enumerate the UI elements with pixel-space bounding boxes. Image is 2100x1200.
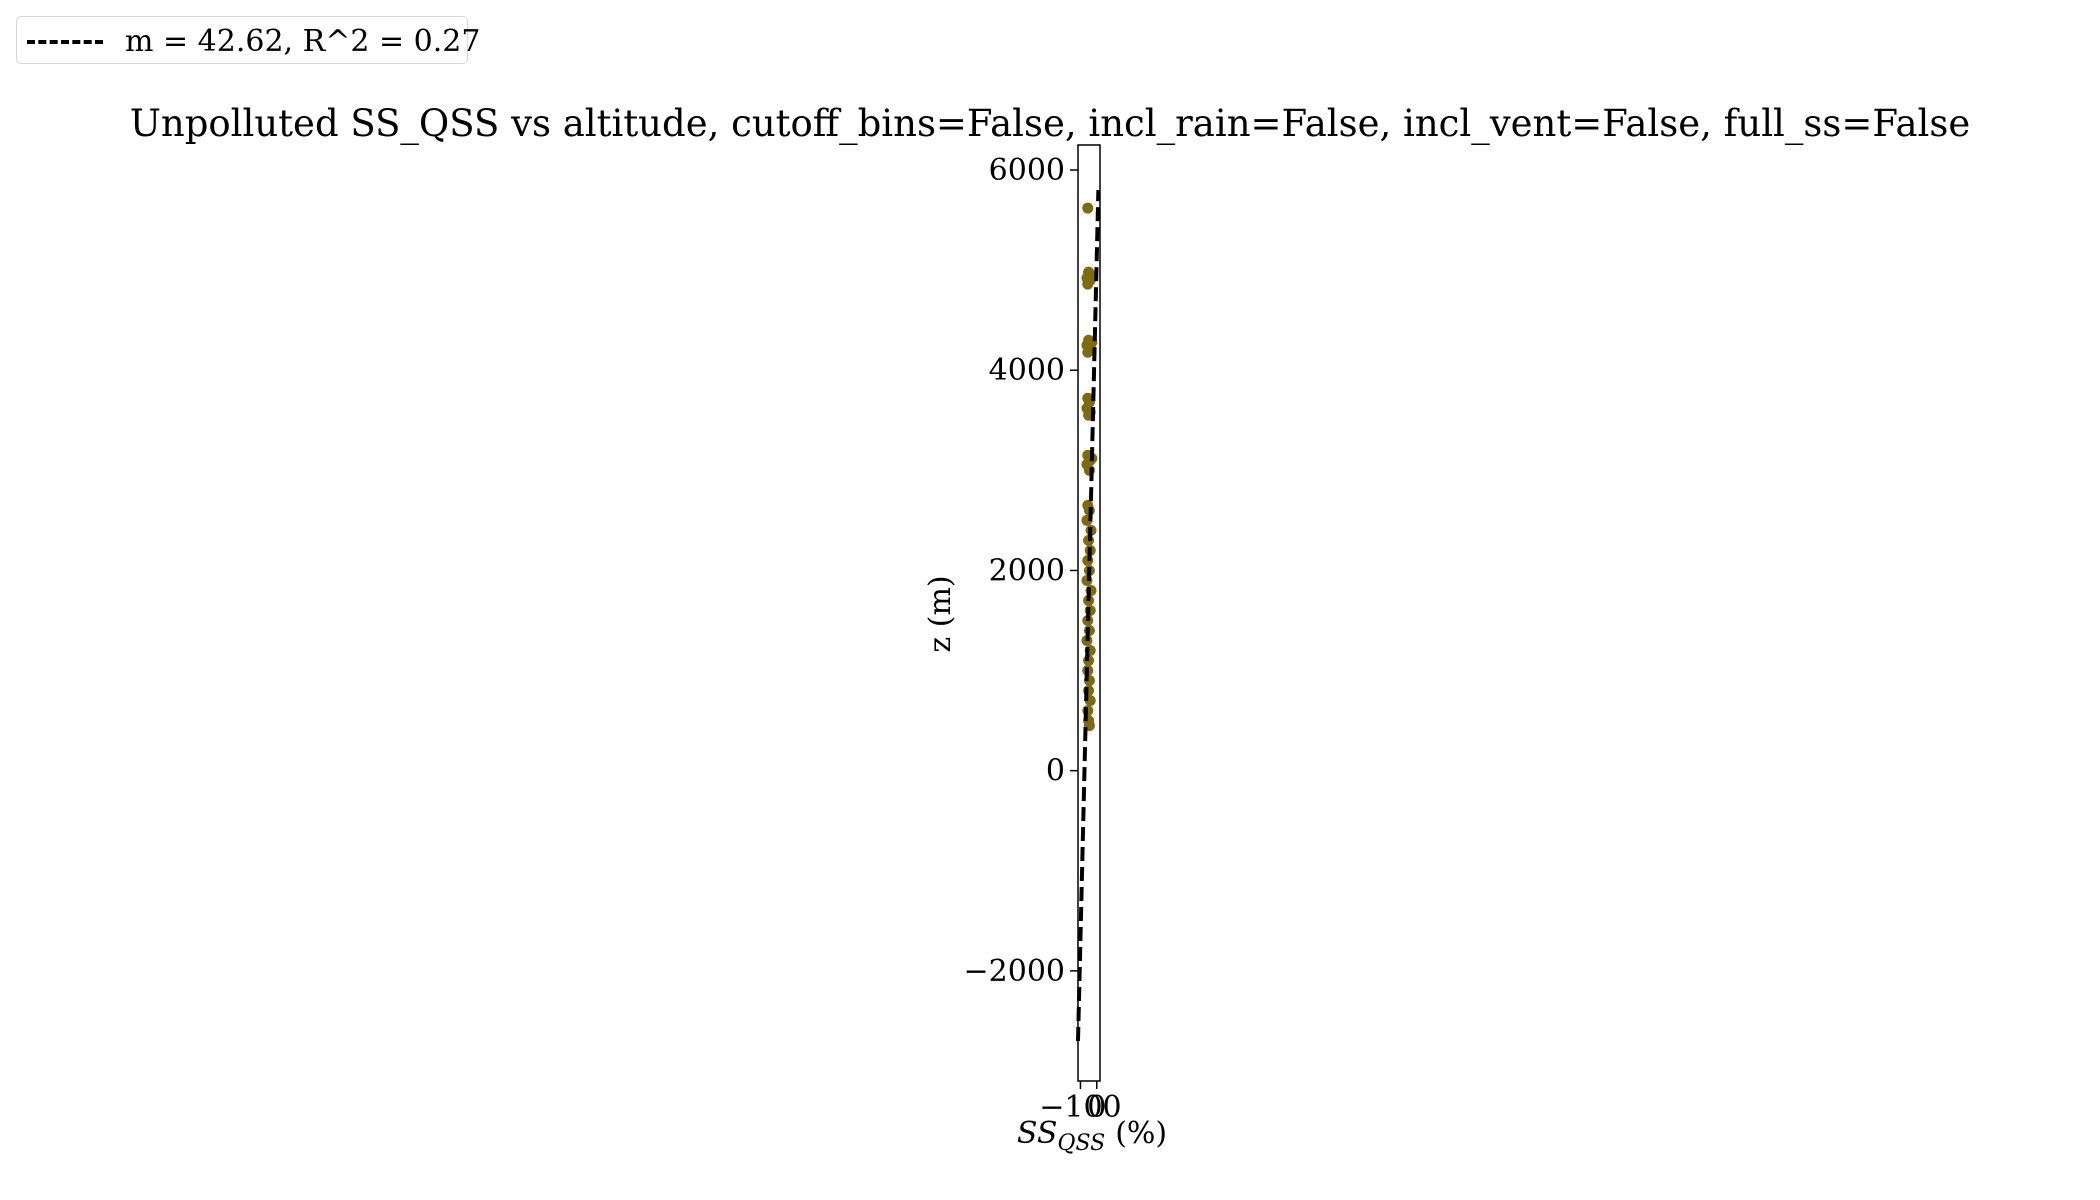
y-tick-label: −2000 — [964, 954, 1065, 989]
scatter-point-5 — [1085, 269, 1097, 281]
x-axis-label-unit: (%) — [1115, 1116, 1167, 1151]
plot-frame — [1077, 144, 1101, 1082]
x-tick-label: −100 — [1039, 1090, 1121, 1125]
legend-label: m = 42.62, R^2 = 0.27 — [125, 24, 481, 59]
x-tick-label: 0 — [1087, 1090, 1106, 1125]
scatter-point-9 — [1082, 346, 1094, 358]
x-axis-label: SSQSS (%) — [1017, 1116, 1167, 1156]
y-tick-label: 6000 — [989, 153, 1065, 188]
legend: m = 42.62, R^2 = 0.27 — [16, 16, 480, 64]
chart-title: Unpolluted SS_QSS vs altitude, cutoff_bi… — [129, 102, 1971, 145]
y-tick-label: 4000 — [989, 353, 1065, 388]
y-tick-label: 2000 — [989, 553, 1065, 588]
fit-line — [1076, 190, 1101, 1042]
scatter-point-0 — [1082, 202, 1094, 214]
x-axis-label-main: SS — [1017, 1116, 1058, 1151]
plot-marks — [1076, 190, 1101, 1042]
scatter-point-4 — [1082, 278, 1094, 290]
legend-dashed-line-swatch — [27, 40, 103, 44]
y-axis-label: z (m) — [923, 575, 958, 652]
y-tick-label: 0 — [1046, 754, 1065, 789]
x-axis-label-subscript: QSS — [1057, 1131, 1105, 1156]
